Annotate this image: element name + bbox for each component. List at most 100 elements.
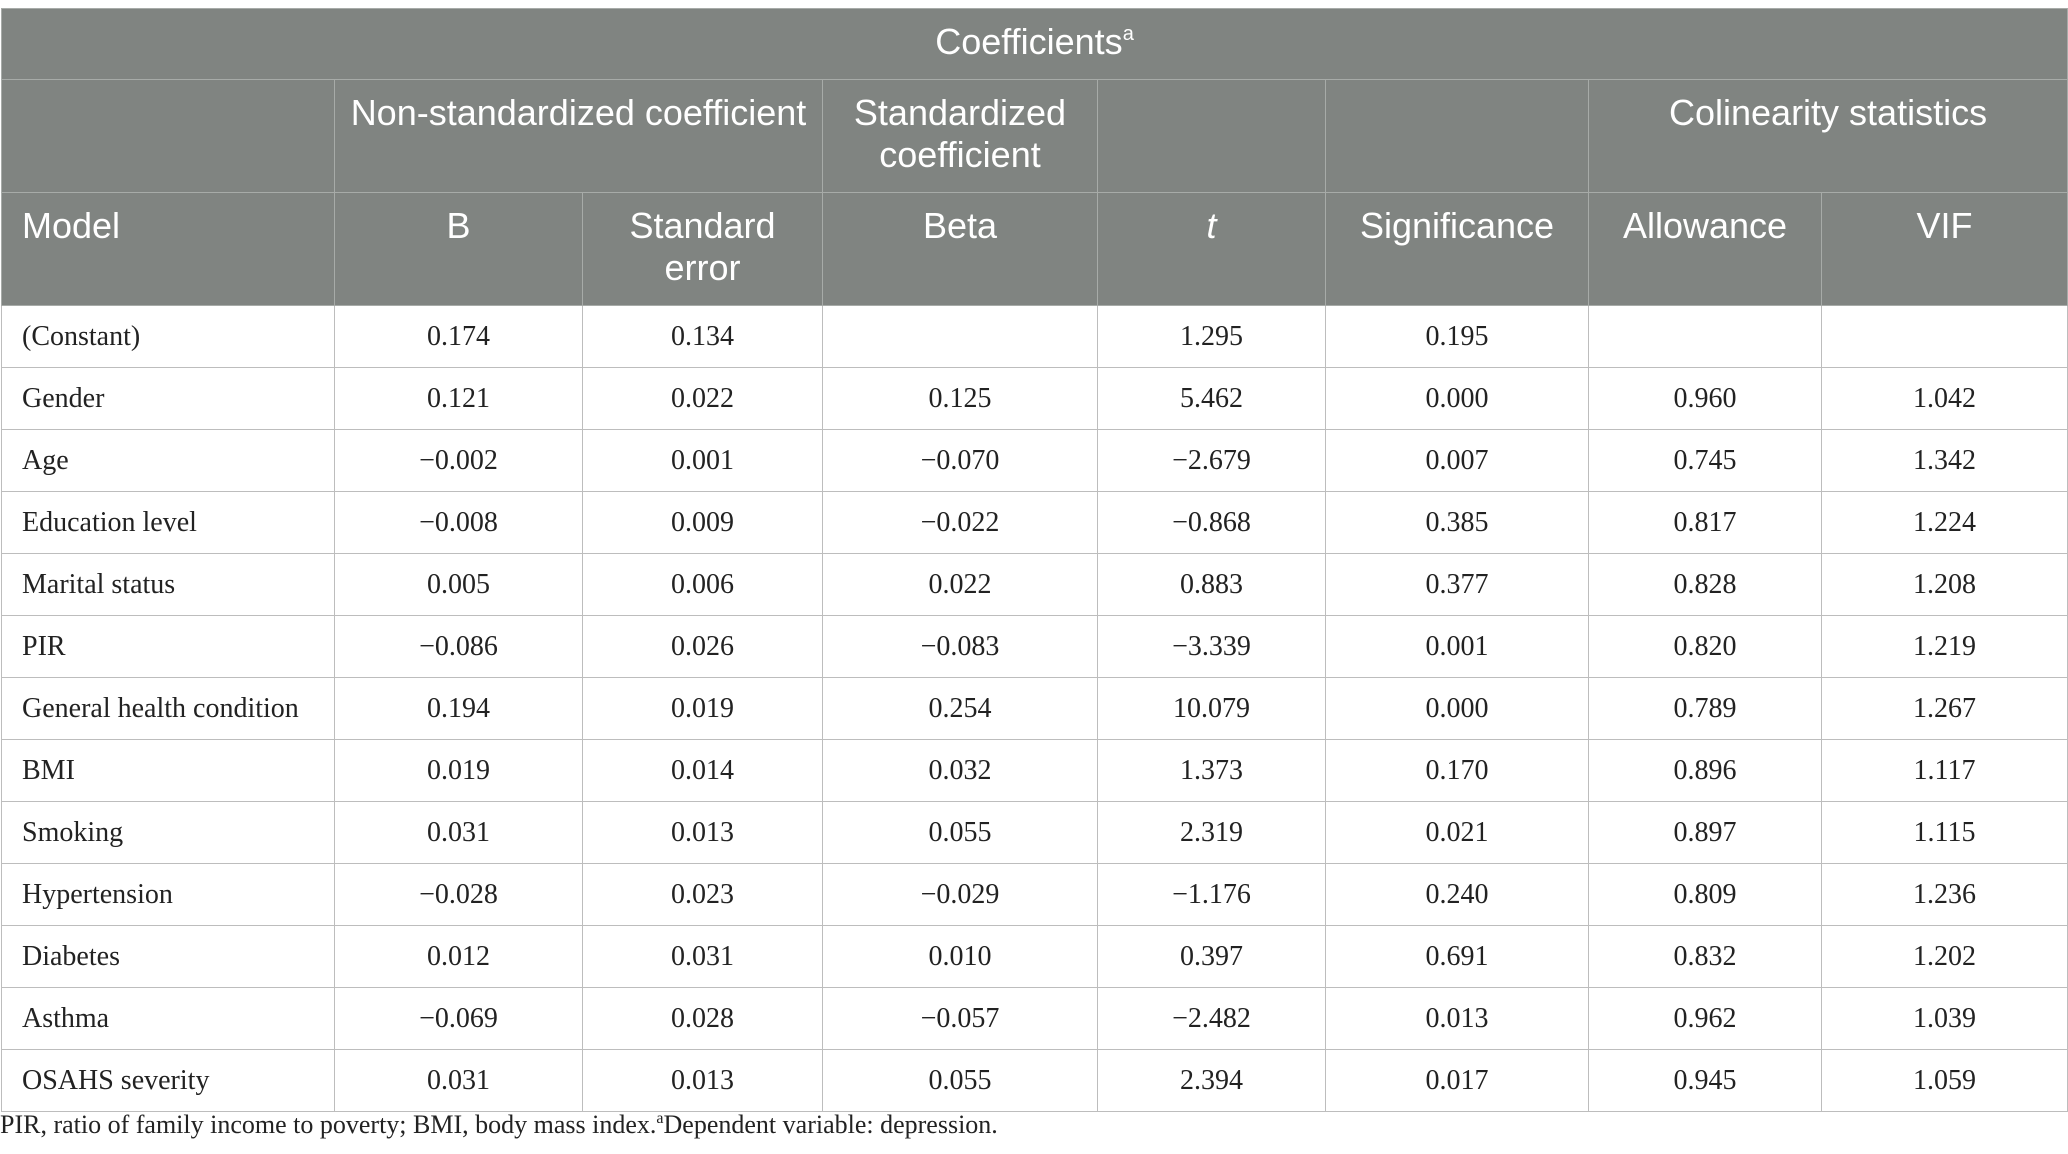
table-row: Marital status 0.005 0.006 0.022 0.883 0.377 0… <box>1 553 2068 616</box>
footnote-marker: a <box>656 1110 664 1127</box>
cell-t: 10.079 <box>1097 677 1326 740</box>
cell-t: −1.176 <box>1097 863 1326 926</box>
cell-allowance <box>1588 305 1822 368</box>
cell-significance: 0.385 <box>1325 491 1589 554</box>
cell-vif: 1.224 <box>1820 491 2068 554</box>
column-header-t: t <box>1097 192 1326 306</box>
cell-t: −0.868 <box>1097 491 1326 554</box>
cell-b: 0.005 <box>334 553 583 616</box>
cell-standard-error: 0.028 <box>582 987 823 1050</box>
cell-t: 2.394 <box>1097 1049 1326 1112</box>
coefficients-table-container: Coefficientsa Non-standardized coefficie… <box>0 8 2068 1112</box>
cell-model: OSAHS severity <box>1 1049 335 1112</box>
cell-model: General health condition <box>1 677 335 740</box>
cell-vif: 1.267 <box>1820 677 2068 740</box>
cell-model: Gender <box>1 367 335 430</box>
cell-t: 0.397 <box>1097 925 1326 988</box>
cell-model: Hypertension <box>1 863 335 926</box>
cell-model: Marital status <box>1 553 335 616</box>
cell-model: BMI <box>1 739 335 802</box>
cell-beta: −0.022 <box>822 491 1098 554</box>
cell-b: 0.121 <box>334 367 583 430</box>
table-row: (Constant) 0.174 0.134 1.295 0.195 <box>1 305 2068 368</box>
cell-significance: 0.000 <box>1325 367 1589 430</box>
table-row: OSAHS severity 0.031 0.013 0.055 2.394 0.017 0… <box>1 1049 2068 1112</box>
footnote-dependent-variable: Dependent variable: depression. <box>663 1110 998 1139</box>
column-header-significance: Significance <box>1325 192 1589 306</box>
cell-model: Age <box>1 429 335 492</box>
table-row: BMI 0.019 0.014 0.032 1.373 0.170 0.896 1.117 <box>1 739 2068 802</box>
cell-significance: 0.000 <box>1325 677 1589 740</box>
cell-b: −0.008 <box>334 491 583 554</box>
cell-allowance: 0.809 <box>1588 863 1822 926</box>
cell-model: Smoking <box>1 801 335 864</box>
column-header-b: B <box>334 192 583 306</box>
table-row: Asthma −0.069 0.028 −0.057 −2.482 0.013 0.962 1… <box>1 987 2068 1050</box>
cell-allowance: 0.828 <box>1588 553 1822 616</box>
cell-b: 0.019 <box>334 739 583 802</box>
cell-model: (Constant) <box>1 305 335 368</box>
cell-b: −0.069 <box>334 987 583 1050</box>
group-header-empty-significance <box>1325 79 1589 193</box>
cell-beta: 0.125 <box>822 367 1098 430</box>
title-footnote-marker: a <box>1122 23 1134 45</box>
cell-beta: −0.070 <box>822 429 1098 492</box>
cell-b: 0.031 <box>334 1049 583 1112</box>
cell-vif: 1.117 <box>1820 739 2068 802</box>
cell-beta: 0.254 <box>822 677 1098 740</box>
cell-beta: 0.010 <box>822 925 1098 988</box>
cell-t: 1.295 <box>1097 305 1326 368</box>
cell-vif: 1.208 <box>1820 553 2068 616</box>
cell-t: 5.462 <box>1097 367 1326 430</box>
cell-vif: 1.115 <box>1820 801 2068 864</box>
cell-t: 1.373 <box>1097 739 1326 802</box>
cell-allowance: 0.960 <box>1588 367 1822 430</box>
cell-significance: 0.021 <box>1325 801 1589 864</box>
cell-vif: 1.042 <box>1820 367 2068 430</box>
cell-significance: 0.377 <box>1325 553 1589 616</box>
cell-model: PIR <box>1 615 335 678</box>
cell-standard-error: 0.009 <box>582 491 823 554</box>
table-row: Gender 0.121 0.022 0.125 5.462 0.000 0.960 1.04… <box>1 367 2068 430</box>
column-header-allowance: Allowance <box>1588 192 1822 306</box>
cell-beta: −0.057 <box>822 987 1098 1050</box>
cell-beta: 0.055 <box>822 1049 1098 1112</box>
group-header-empty-model <box>1 79 335 193</box>
cell-beta <box>822 305 1098 368</box>
table-row: Age −0.002 0.001 −0.070 −2.679 0.007 0.745 1.34… <box>1 429 2068 492</box>
cell-standard-error: 0.134 <box>582 305 823 368</box>
cell-standard-error: 0.022 <box>582 367 823 430</box>
cell-t: −2.482 <box>1097 987 1326 1050</box>
cell-allowance: 0.817 <box>1588 491 1822 554</box>
cell-b: −0.002 <box>334 429 583 492</box>
cell-model: Diabetes <box>1 925 335 988</box>
cell-beta: 0.032 <box>822 739 1098 802</box>
cell-significance: 0.001 <box>1325 615 1589 678</box>
cell-standard-error: 0.019 <box>582 677 823 740</box>
cell-significance: 0.007 <box>1325 429 1589 492</box>
cell-standard-error: 0.013 <box>582 801 823 864</box>
cell-allowance: 0.896 <box>1588 739 1822 802</box>
group-header-collinearity: Colinearity statistics <box>1587 79 2068 193</box>
cell-significance: 0.013 <box>1325 987 1589 1050</box>
cell-allowance: 0.962 <box>1588 987 1822 1050</box>
table-row: Diabetes 0.012 0.031 0.010 0.397 0.691 0.832 1.… <box>1 925 2068 988</box>
cell-standard-error: 0.031 <box>582 925 823 988</box>
cell-significance: 0.240 <box>1325 863 1589 926</box>
cell-significance: 0.691 <box>1325 925 1589 988</box>
column-header-vif: VIF <box>1820 192 2068 306</box>
column-header-model: Model <box>1 192 335 306</box>
cell-significance: 0.195 <box>1325 305 1589 368</box>
table-title: Coefficientsa <box>0 8 2068 80</box>
column-header-beta: Beta <box>822 192 1098 306</box>
footnote-abbreviations: PIR, ratio of family income to poverty; … <box>0 1110 657 1139</box>
cell-standard-error: 0.023 <box>582 863 823 926</box>
cell-vif: 1.039 <box>1820 987 2068 1050</box>
cell-vif: 1.342 <box>1820 429 2068 492</box>
cell-allowance: 0.897 <box>1588 801 1822 864</box>
cell-standard-error: 0.014 <box>582 739 823 802</box>
cell-beta: 0.022 <box>822 553 1098 616</box>
table-row: Education level −0.008 0.009 −0.022 −0.868 0.… <box>1 491 2068 554</box>
cell-significance: 0.017 <box>1325 1049 1589 1112</box>
group-header-standardized: Standardized coefficient <box>822 79 1098 193</box>
